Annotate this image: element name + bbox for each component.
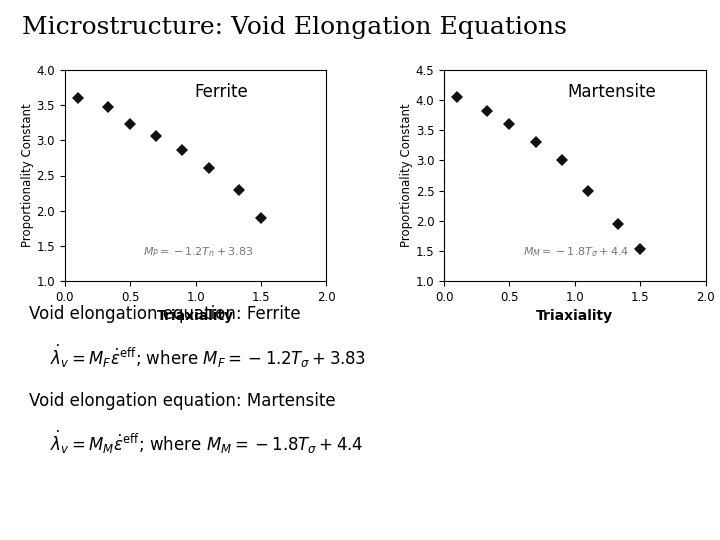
X-axis label: Triaxiality: Triaxiality bbox=[536, 309, 613, 323]
Text: $M_M = -1.8T_\sigma + 4.4$: $M_M = -1.8T_\sigma + 4.4$ bbox=[523, 246, 629, 259]
Text: $\dot{\lambda}_v = M_F\dot{\varepsilon}^{\rm eff}$; where $M_F = -1.2T_\sigma + : $\dot{\lambda}_v = M_F\dot{\varepsilon}^… bbox=[50, 343, 366, 370]
Y-axis label: Proportionality Constant: Proportionality Constant bbox=[21, 104, 34, 247]
X-axis label: Triaxiality: Triaxiality bbox=[157, 309, 234, 323]
Text: Ferrite: Ferrite bbox=[195, 83, 248, 101]
Text: $\dot{\lambda}_v = M_M\dot{\varepsilon}^{\rm eff}$; where $M_M = -1.8T_\sigma + : $\dot{\lambda}_v = M_M\dot{\varepsilon}^… bbox=[50, 429, 364, 456]
Y-axis label: Proportionality Constant: Proportionality Constant bbox=[400, 104, 413, 247]
Text: Microstructure: Void Elongation Equations: Microstructure: Void Elongation Equation… bbox=[22, 16, 567, 39]
Text: Martensite: Martensite bbox=[567, 83, 656, 101]
Text: Void elongation equation: Martensite: Void elongation equation: Martensite bbox=[29, 392, 336, 409]
Text: $M_P = -1.2T_n + 3.83$: $M_P = -1.2T_n + 3.83$ bbox=[143, 246, 253, 259]
Text: Void elongation equation: Ferrite: Void elongation equation: Ferrite bbox=[29, 305, 300, 323]
